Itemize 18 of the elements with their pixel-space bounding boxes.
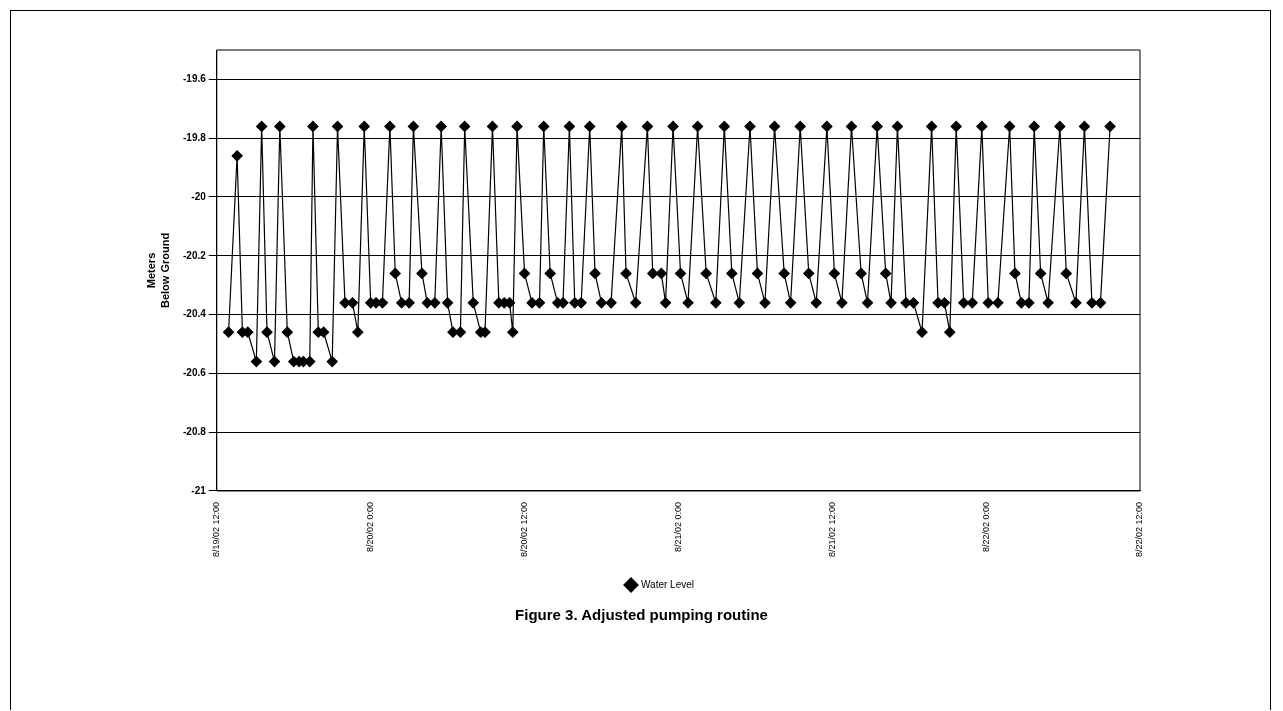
x-tick-label: 8/20/02 12:00: [519, 501, 530, 558]
x-tick-label: 8/19/02 12:00: [211, 501, 222, 558]
y-tick-label: -21: [191, 484, 207, 496]
caption: Figure 3. Adjusted pumping routine: [514, 606, 769, 623]
y-tick-label: -20.8: [183, 425, 207, 437]
y-tick-label: -20.2: [183, 249, 207, 261]
y-tick-label: -19.8: [183, 131, 207, 143]
y-tick-label: -20: [191, 190, 207, 202]
y-tick-label: -19.6: [183, 73, 207, 85]
legend-label: Water Level: [641, 578, 694, 590]
y-tick-label: -20.4: [183, 308, 207, 320]
y-axis-title: Meters Below Ground: [144, 232, 171, 309]
x-tick-label: 8/20/02 0:00: [365, 501, 376, 552]
x-tick-label: 8/21/02 12:00: [826, 501, 837, 558]
y-tick-label: -20.6: [183, 367, 207, 379]
x-tick-label: 8/21/02 0:00: [672, 501, 683, 552]
x-tick-label: 8/22/02 0:00: [980, 501, 991, 552]
x-tick-label: 8/22/02 12:00: [1134, 501, 1145, 558]
